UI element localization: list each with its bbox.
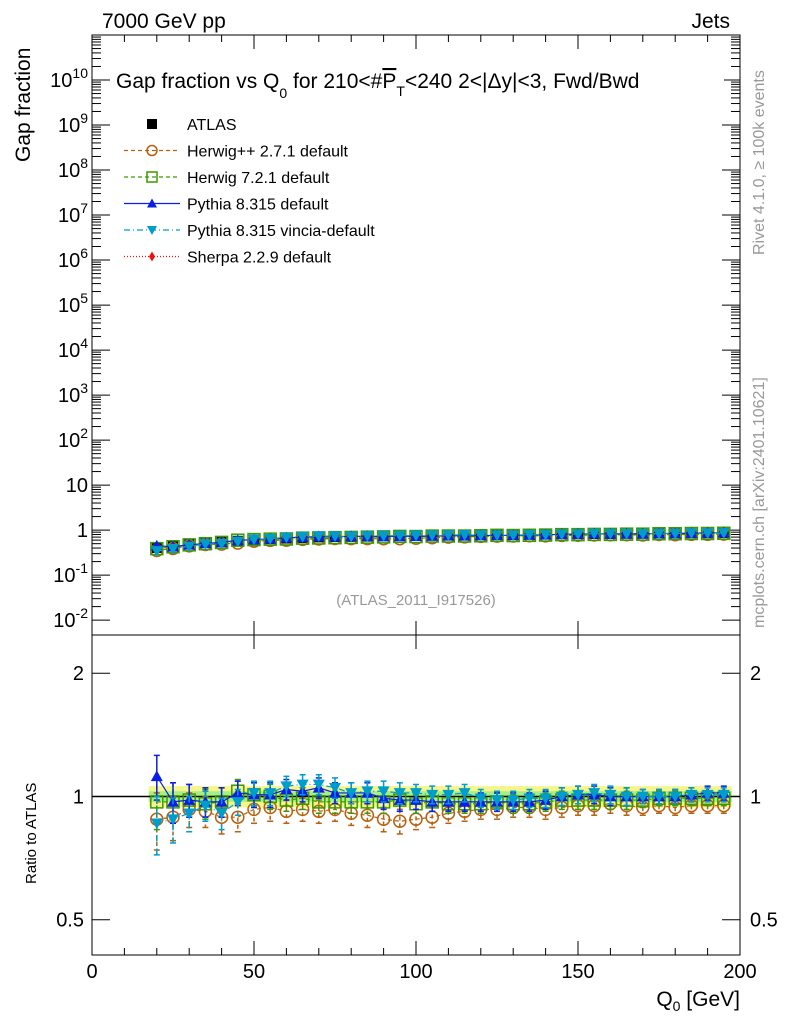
legend-label-pythia-8-315-default: Pythia 8.315 default: [187, 197, 329, 214]
y-axis-label: Gap fraction: [12, 48, 35, 162]
pythia-8-315-default-legend-marker: [147, 198, 157, 208]
pythia-8-315-vincia-default-ratio-point: [669, 791, 682, 803]
pythia-8-315-vincia-default-legend-marker: [147, 226, 157, 235]
side-mcplots-label: mcplots.cern.ch [arXiv:2401.10621]: [751, 377, 768, 628]
pythia-8-315-vincia-default-point: [669, 528, 682, 540]
pythia-8-315-vincia-default-point: [426, 530, 439, 542]
ratio-y-axis-label: Ratio to ATLAS: [23, 783, 40, 884]
pythia-8-315-vincia-default-ratio-point: [345, 788, 358, 799]
pythia-8-315-vincia-default-point: [264, 533, 277, 545]
y-tick-label: 1: [77, 520, 88, 542]
legend-label-herwig-7-2-1-default: Herwig 7.2.1 default: [187, 170, 330, 187]
y-tick-label: 102: [58, 425, 88, 452]
pythia-8-315-vincia-default-point: [248, 534, 260, 546]
pythia-8-315-vincia-default-point: [717, 528, 730, 539]
pythia-8-315-vincia-default-ratio-point: [426, 789, 439, 801]
pythia-8-315-vincia-default-point: [604, 529, 617, 540]
y-tick-label: 10-1: [53, 560, 88, 587]
pythia-8-315-vincia-default-ratio-point: [377, 786, 390, 798]
x-tick-label: 200: [723, 961, 756, 983]
atlas-legend-marker: [147, 119, 157, 129]
pythia-8-315-vincia-default-ratio-point: [620, 791, 633, 803]
ratio-y-tick-label-right: 0.5: [750, 910, 778, 932]
pythia-8-315-vincia-default-ratio-point: [653, 791, 665, 803]
pythia-8-315-vincia-default-point: [507, 530, 520, 542]
pythia-8-315-vincia-default-point: [491, 530, 503, 542]
ratio-y-tick-label-right: 1: [750, 786, 761, 808]
pythia-8-315-vincia-default-ratio-point: [572, 789, 584, 801]
x-tick-label: 0: [86, 961, 97, 983]
y-tick-label: 108: [58, 155, 88, 182]
sherpa-2-2-9-default-legend-marker: [149, 251, 155, 262]
legend-label-atlas: ATLAS: [187, 117, 237, 134]
pythia-8-315-vincia-default-point: [572, 529, 584, 541]
y-tick-label: 10-2: [53, 605, 88, 632]
pythia-8-315-vincia-default-point: [199, 539, 212, 550]
pythia-8-315-vincia-default-ratio-point: [442, 789, 455, 801]
pythia-8-315-vincia-default-point: [442, 530, 455, 542]
pythia-8-315-vincia-default-ratio-point: [523, 793, 536, 805]
pythia-8-315-vincia-default-point: [329, 531, 341, 543]
pythia-8-315-default-ratio-point: [150, 770, 163, 782]
pythia-8-315-vincia-default-point: [183, 541, 196, 553]
pythia-8-315-vincia-default-ratio-line: [156, 783, 724, 824]
legend: ATLAS Herwig++ 2.7.1 default Herwig 7.2.1 …: [124, 117, 375, 267]
legend-label-pythia-8-315-vincia-default: Pythia 8.315 vincia-default: [187, 223, 375, 240]
ratio-y-tick-label: 2: [73, 663, 84, 685]
y-tick-label: 1010: [50, 65, 88, 92]
svg-text:Gap fraction vs Q0 for 210<#PT: Gap fraction vs Q0 for 210<#PT<240 2<|Δy…: [116, 70, 639, 101]
pythia-8-315-vincia-default-ratio-point: [264, 788, 277, 799]
herwig-7-2-1-default-legend-marker: [146, 171, 158, 183]
x-tick-label: 50: [243, 961, 265, 983]
y-tick-label: 10: [66, 475, 88, 497]
y-tick-label: 107: [58, 200, 88, 227]
header-jets: Jets: [691, 10, 730, 33]
legend-label-sherpa-2-2-9-default: Sherpa 2.2.9 default: [187, 250, 332, 267]
y-tick-label: 106: [58, 245, 88, 272]
side-rivet-label: Rivet 4.1.0, ≥ 100k events: [751, 70, 768, 255]
herwig-2-7-1-default-ratio-line: [156, 803, 724, 822]
x-tick-label: 100: [399, 961, 432, 983]
pythia-8-315-vincia-default-line: [156, 532, 724, 552]
pythia-8-315-vincia-default-point: [377, 530, 390, 542]
pythia-8-315-vincia-default-point: [150, 546, 163, 557]
pythia-8-315-vincia-default-ratio-point: [636, 791, 649, 803]
y-tick-label: 103: [58, 380, 88, 407]
pythia-8-315-vincia-default-ratio-point: [717, 789, 730, 801]
pythia-8-315-vincia-default-ratio-point: [410, 788, 422, 799]
pythia-8-315-vincia-default-point: [620, 528, 633, 540]
pythia-8-315-vincia-default-point: [539, 529, 552, 541]
pythia-8-315-vincia-default-point: [636, 528, 649, 540]
herwig-2-7-1-default-ratio-point: [393, 814, 407, 828]
pythia-8-315-vincia-default-point: [474, 530, 487, 542]
pythia-8-315-vincia-default-ratio-point: [183, 808, 196, 820]
plot-title: Gap fraction vs Q0 for 210<#PT<240 2<|Δy…: [112, 60, 724, 101]
ratio-y-tick-label: 0.5: [56, 910, 84, 932]
legend-label-herwig-2-7-1-default: Herwig++ 2.7.1 default: [187, 144, 349, 161]
pythia-8-315-vincia-default-ratio-point: [588, 788, 601, 799]
ratio-y-tick-label-right: 2: [750, 663, 761, 685]
header-energy: 7000 GeV pp: [102, 10, 226, 33]
pythia-8-315-vincia-default-ratio-point: [701, 789, 714, 801]
pythia-8-315-vincia-default-point: [312, 531, 325, 543]
y-tick-label: 109: [58, 110, 88, 137]
ratio-y-tick-label: 1: [73, 786, 84, 808]
y-tick-label: 105: [58, 290, 88, 317]
herwig-2-7-1-default-legend-marker: [146, 144, 158, 157]
pythia-8-315-vincia-default-ratio-point: [491, 795, 503, 807]
x-tick-label: 150: [561, 961, 594, 983]
watermark: (ATLAS_2011_I917526): [336, 592, 496, 609]
y-tick-label: 104: [58, 335, 88, 362]
pythia-8-315-vincia-default-ratio-point: [280, 781, 293, 793]
pythia-8-315-vincia-default-ratio-point: [507, 795, 520, 807]
x-axis-label: Q0 [GeV]: [656, 988, 740, 1014]
pythia-8-315-vincia-default-ratio-point: [150, 818, 163, 830]
